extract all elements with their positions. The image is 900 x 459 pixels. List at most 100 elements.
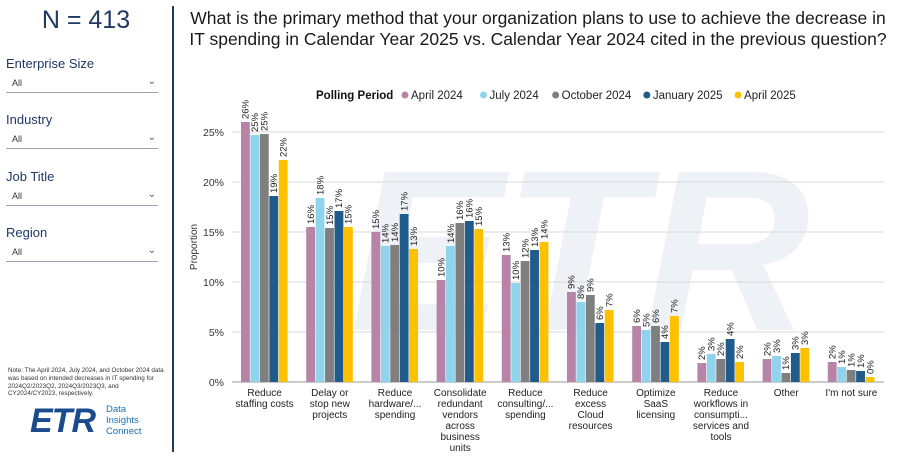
data-label: 15% bbox=[344, 204, 355, 224]
y-tick-label: 25% bbox=[203, 127, 224, 139]
bar bbox=[641, 330, 651, 382]
data-label: 13% bbox=[502, 232, 513, 252]
bar bbox=[772, 356, 781, 382]
data-label: 17% bbox=[399, 191, 410, 211]
legend-entry: October 2024 bbox=[562, 90, 632, 102]
data-label: 25% bbox=[250, 112, 261, 132]
data-label: 3% bbox=[772, 339, 783, 353]
bar bbox=[315, 198, 325, 382]
bar bbox=[241, 122, 250, 382]
x-tick-label: workflows in bbox=[693, 399, 748, 410]
data-label: 2% bbox=[762, 342, 773, 356]
logo-line-2: Insights bbox=[106, 415, 139, 426]
filter-sidebar: N = 413 Enterprise Size All ⌄ Industry A… bbox=[0, 0, 172, 459]
data-label: 7% bbox=[604, 293, 615, 307]
data-label: 7% bbox=[670, 299, 681, 313]
bar bbox=[278, 160, 288, 382]
bar bbox=[399, 214, 409, 382]
x-tick-label: Consolidate bbox=[434, 388, 487, 399]
legend-entry: April 2025 bbox=[744, 90, 796, 102]
bar bbox=[660, 342, 670, 382]
data-label: 2% bbox=[716, 342, 727, 356]
sample-size-label: N = 413 bbox=[41, 6, 131, 34]
chevron-down-icon: ⌄ bbox=[147, 189, 156, 200]
data-label: 25% bbox=[260, 111, 271, 131]
data-label: 2% bbox=[735, 345, 746, 359]
x-tick-label: Optimize bbox=[636, 388, 676, 399]
legend-swatch bbox=[480, 91, 487, 99]
data-label: 14% bbox=[446, 223, 457, 243]
data-label: 0% bbox=[865, 360, 876, 374]
x-tick-label: Reduce bbox=[704, 388, 739, 399]
x-tick-label: spending bbox=[505, 410, 546, 421]
data-label: 10% bbox=[511, 260, 522, 280]
job-title-value: All bbox=[12, 191, 23, 201]
x-tick-label: Cloud bbox=[578, 410, 604, 421]
x-tick-label: projects bbox=[312, 410, 347, 421]
bar bbox=[474, 229, 484, 382]
x-tick-label: SaaS bbox=[644, 399, 669, 410]
industry-dropdown[interactable]: All ⌄ bbox=[6, 132, 158, 149]
bar bbox=[530, 250, 539, 382]
bar bbox=[790, 353, 800, 382]
bar bbox=[725, 339, 735, 382]
bar bbox=[436, 280, 446, 382]
x-tick-label: Reduce bbox=[378, 388, 413, 399]
chart-title: What is the primary method that your org… bbox=[189, 8, 887, 49]
bar bbox=[259, 134, 269, 382]
bar bbox=[585, 295, 595, 382]
x-tick-label: tools bbox=[710, 432, 731, 443]
data-label: 19% bbox=[269, 173, 280, 193]
data-label: 1% bbox=[781, 356, 792, 370]
data-label: 3% bbox=[707, 337, 718, 351]
x-tick-label: Other bbox=[774, 388, 800, 399]
bar bbox=[380, 246, 390, 382]
data-label: 6% bbox=[632, 309, 643, 323]
data-label: 14% bbox=[381, 223, 392, 243]
x-tick-label: Delay or bbox=[311, 388, 349, 399]
region-dropdown[interactable]: All ⌄ bbox=[6, 245, 158, 262]
legend-swatch bbox=[401, 91, 409, 99]
job-title-dropdown[interactable]: All ⌄ bbox=[6, 189, 158, 206]
data-label: 14% bbox=[539, 219, 550, 239]
footnote: Note: The April 2024, July 2024, and Oct… bbox=[8, 367, 164, 398]
y-tick-label: 5% bbox=[209, 327, 224, 339]
bar bbox=[455, 223, 465, 382]
bar bbox=[846, 370, 856, 382]
logo-tagline: Data Insights Connect bbox=[106, 404, 141, 437]
data-label: 3% bbox=[800, 331, 811, 345]
data-label: 15% bbox=[325, 205, 336, 225]
bar bbox=[306, 227, 316, 382]
data-label: 1% bbox=[837, 350, 848, 364]
bar bbox=[511, 283, 521, 382]
legend-entry: January 2025 bbox=[653, 90, 723, 102]
bar bbox=[595, 323, 605, 382]
bar bbox=[464, 221, 474, 382]
data-label: 1% bbox=[856, 354, 867, 368]
bar bbox=[669, 316, 679, 382]
data-label: 2% bbox=[697, 346, 708, 360]
divider bbox=[172, 6, 174, 452]
x-tick-label: units bbox=[450, 443, 471, 454]
bar bbox=[250, 135, 260, 382]
data-label: 26% bbox=[241, 99, 252, 119]
job-title-label: Job Title bbox=[6, 169, 55, 184]
data-label: 18% bbox=[315, 175, 326, 195]
x-tick-label: Reduce bbox=[573, 388, 608, 399]
enterprise-size-dropdown[interactable]: All ⌄ bbox=[6, 76, 158, 93]
data-label: 17% bbox=[334, 188, 345, 208]
data-label: 3% bbox=[791, 336, 802, 350]
x-tick-label: stop new bbox=[310, 399, 351, 410]
x-tick-label: vendors bbox=[442, 410, 478, 421]
x-tick-label: across bbox=[445, 421, 474, 432]
bar bbox=[604, 310, 614, 382]
x-tick-label: licensing bbox=[636, 410, 675, 421]
enterprise-size-label: Enterprise Size bbox=[6, 56, 95, 71]
y-tick-label: 10% bbox=[203, 277, 224, 289]
x-tick-label: resources bbox=[569, 421, 613, 432]
bar bbox=[343, 227, 353, 382]
data-label: 15% bbox=[474, 206, 485, 226]
data-label: 12% bbox=[520, 238, 531, 258]
bar bbox=[827, 362, 837, 382]
x-tick-label: excess bbox=[575, 399, 606, 410]
